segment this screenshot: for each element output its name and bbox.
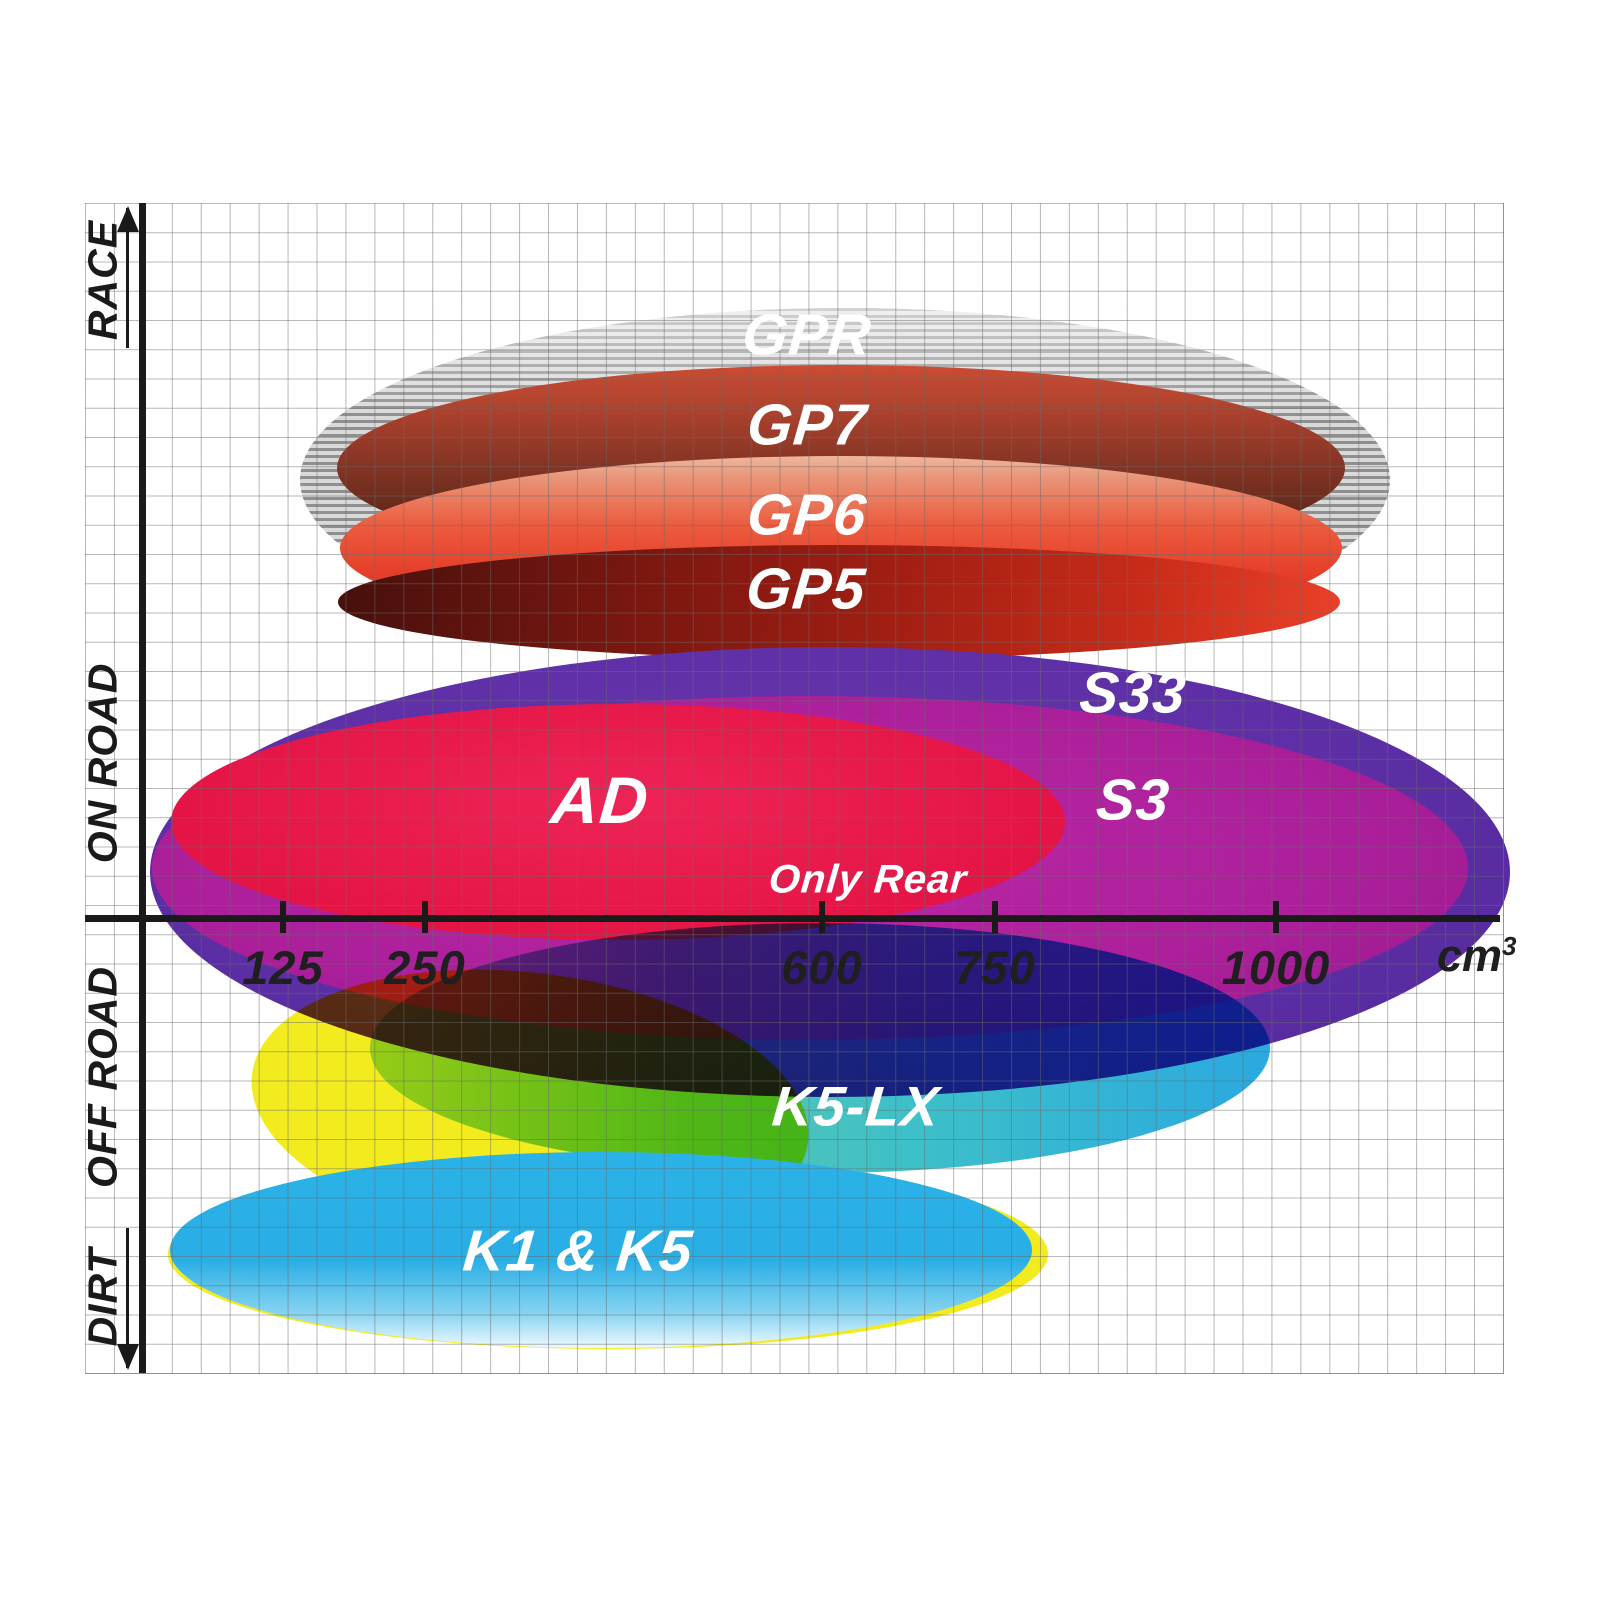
x-tick-label-125: 125	[242, 941, 324, 994]
zone-label-gp7: GP7	[744, 392, 870, 458]
zone-label-k1k5: K1 & K5	[460, 1218, 696, 1284]
race-arrow-up-icon	[116, 206, 139, 348]
zone-label-gpr: GPR	[739, 302, 875, 368]
band-label-race: RACE	[79, 219, 126, 341]
x-tick-600	[819, 901, 825, 933]
x-tick-label-250: 250	[384, 941, 466, 994]
zone-k1k5-ellipse	[170, 1152, 1032, 1348]
zone-label-ad: AD	[548, 763, 652, 837]
x-tick-125	[280, 901, 286, 933]
x-axis-unit-exponent: 3	[1502, 931, 1517, 961]
zone-label-gp6: GP6	[744, 482, 870, 548]
zone-k5lx-ellipse	[370, 923, 1270, 1173]
band-label-dirt: DIRT	[79, 1247, 126, 1347]
x-tick-750	[992, 901, 998, 933]
zone-label-s33: S33	[1077, 660, 1189, 726]
x-tick-label-1000: 1000	[1221, 941, 1331, 994]
x-axis-line	[85, 915, 1500, 922]
x-axis-unit-base: cm	[1437, 930, 1503, 981]
band-label-off-road: OFF ROAD	[79, 965, 126, 1189]
x-tick-label-600: 600	[781, 941, 863, 994]
dirt-arrow-down-icon	[116, 1228, 139, 1370]
x-axis-unit-label: cm3	[1437, 930, 1517, 982]
zone-label-gp5: GP5	[743, 556, 869, 622]
x-tick-1000	[1273, 901, 1279, 933]
zone-label-k5lx: K5-LX	[769, 1074, 943, 1138]
x-tick-label-750: 750	[954, 941, 1036, 994]
zone-gp5-ellipse	[338, 545, 1340, 659]
band-label-on-road: ON ROAD	[79, 662, 126, 864]
x-tick-250	[422, 901, 428, 933]
y-axis-line	[139, 203, 146, 1373]
zone-ad-ellipse	[171, 704, 1065, 940]
only-rear-annotation: Only Rear	[767, 857, 969, 902]
zone-label-s3: S3	[1093, 767, 1173, 833]
